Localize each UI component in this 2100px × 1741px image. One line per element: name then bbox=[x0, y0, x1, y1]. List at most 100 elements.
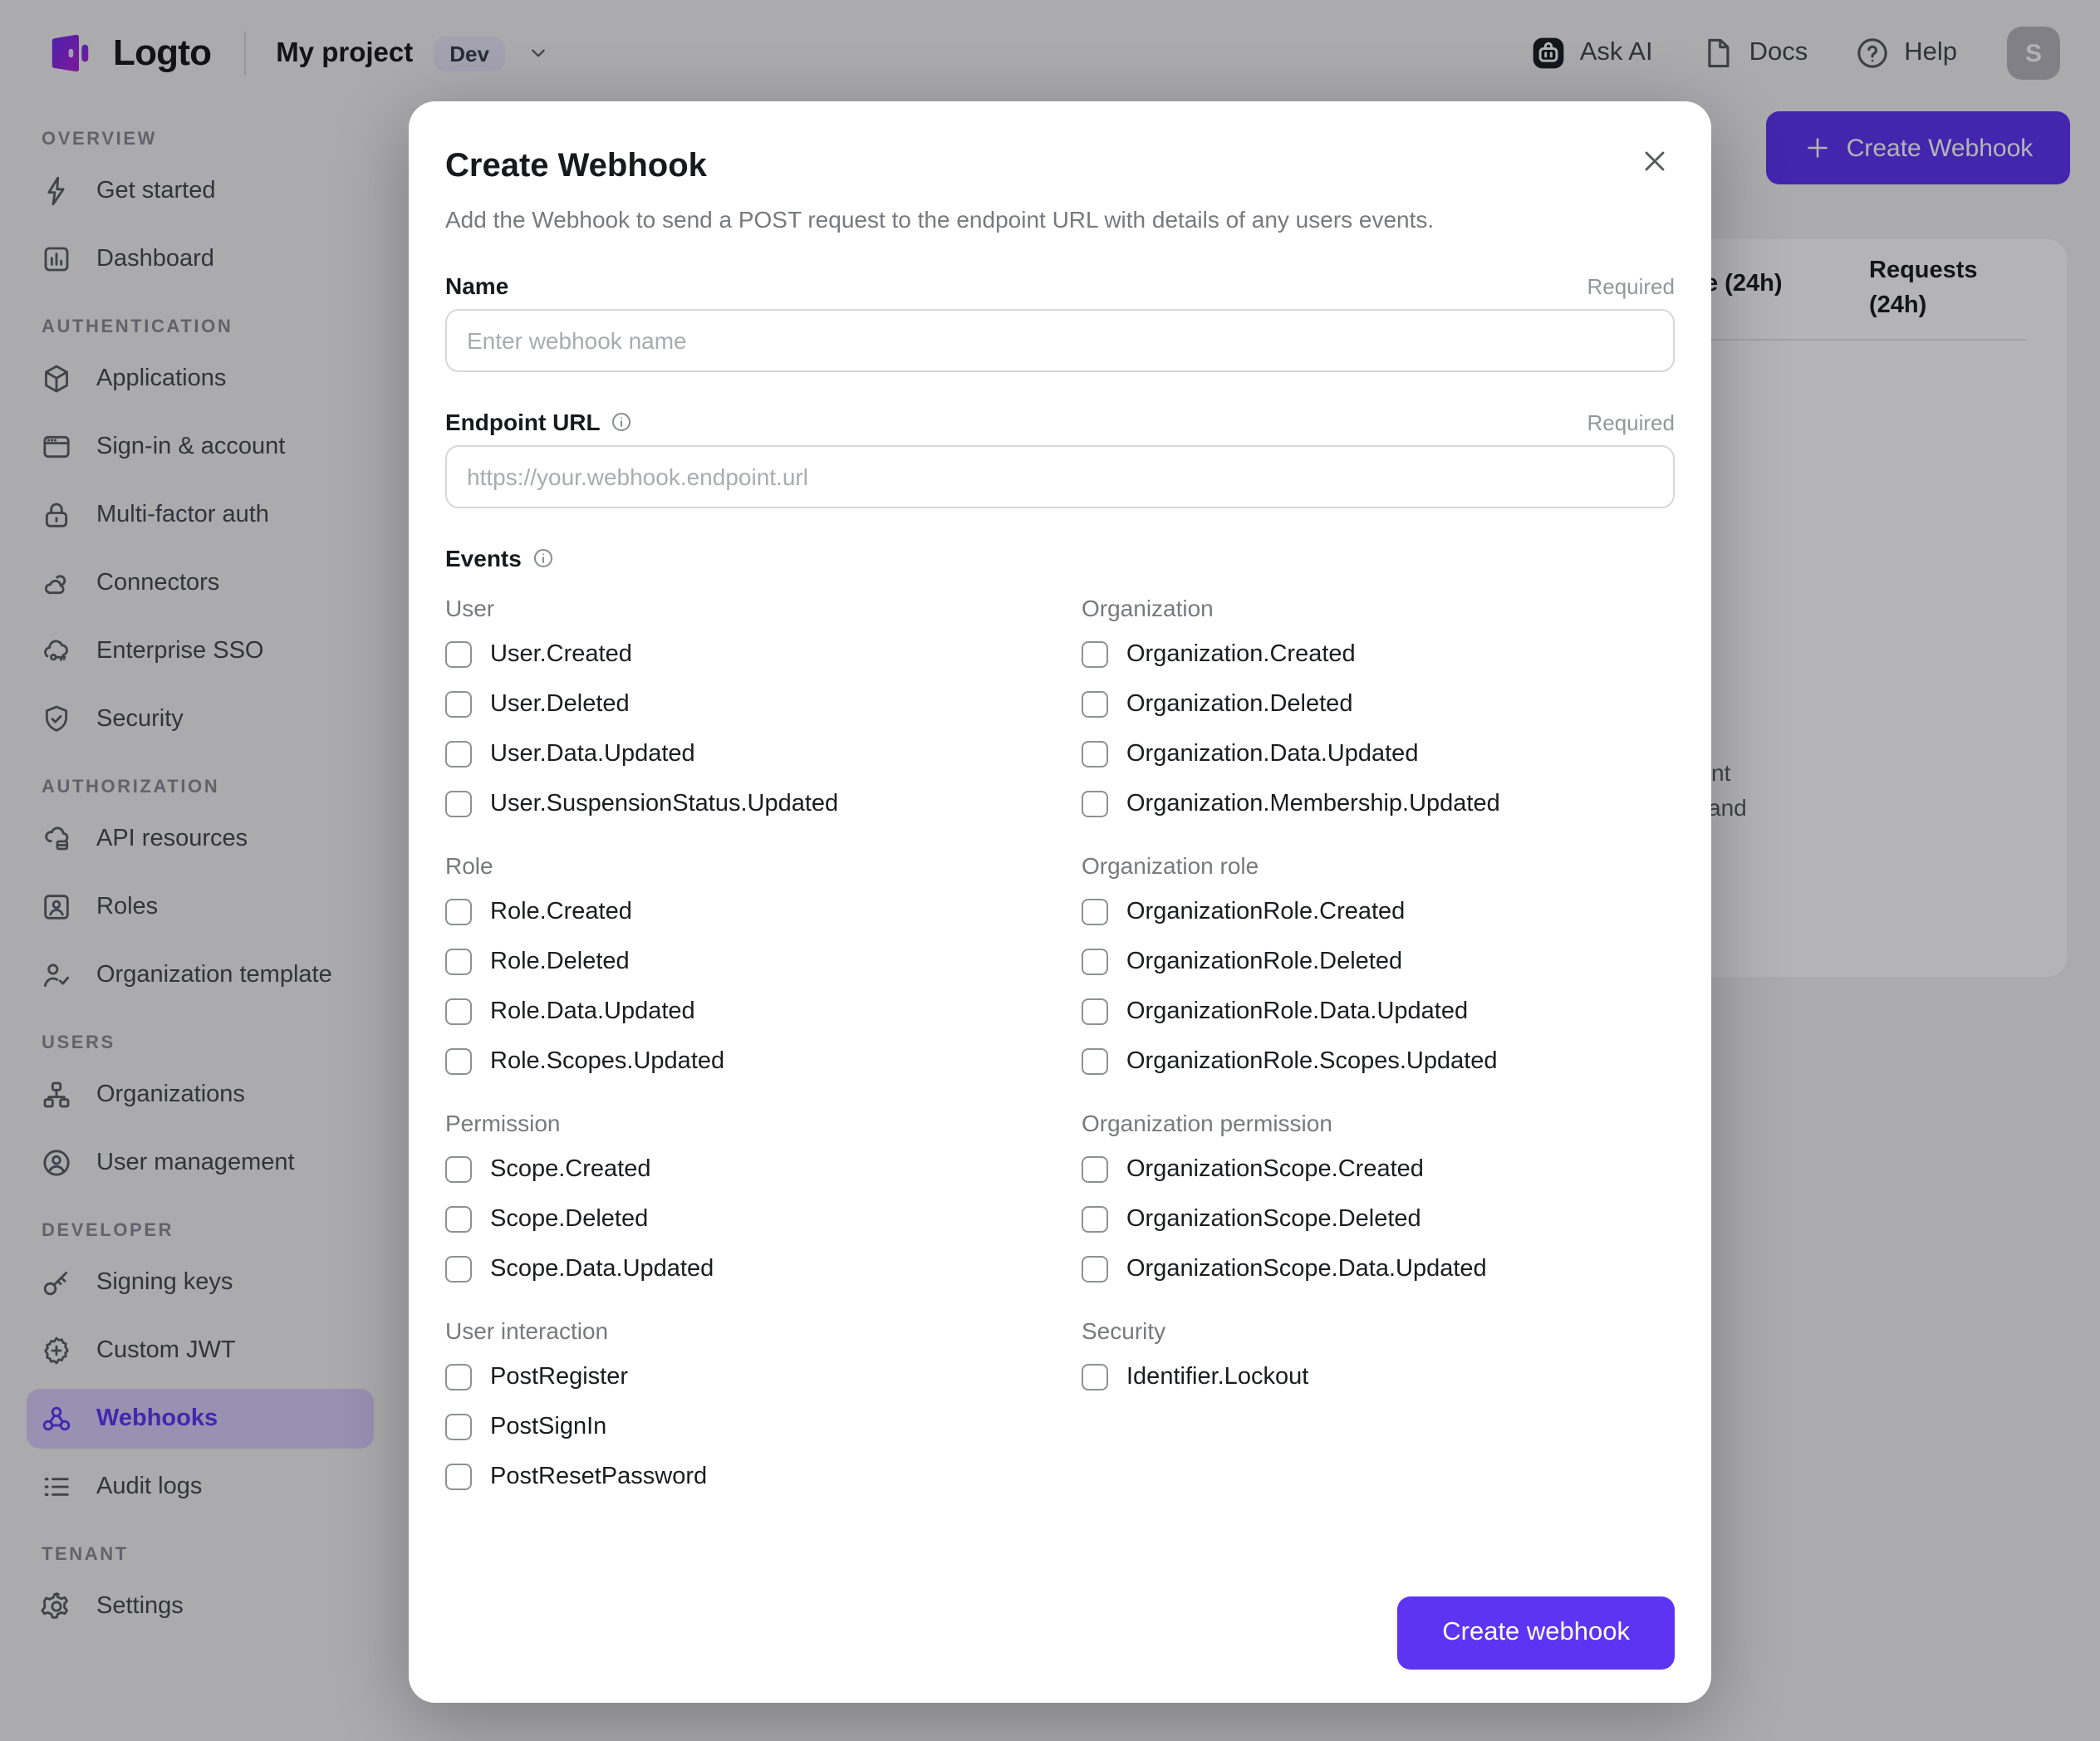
sidebar-item-custom-jwt[interactable]: Custom JWT bbox=[27, 1321, 374, 1381]
event-option-user-deleted[interactable]: User.Deleted bbox=[445, 679, 1038, 729]
checkbox-role-deleted[interactable] bbox=[445, 949, 472, 975]
event-option-organization-data-updated[interactable]: Organization.Data.Updated bbox=[1082, 729, 1675, 779]
checkbox-organization-created[interactable] bbox=[1082, 641, 1108, 668]
sidebar-item-label: Custom JWT bbox=[96, 1337, 236, 1364]
endpoint-field-label: Endpoint URL bbox=[445, 409, 634, 435]
event-option-role-scopes-updated[interactable]: Role.Scopes.Updated bbox=[445, 1037, 1038, 1086]
checkbox-role-scopes-updated[interactable] bbox=[445, 1048, 472, 1075]
sidebar-item-label: Organizations bbox=[96, 1081, 245, 1108]
sidebar-item-applications[interactable]: Applications bbox=[27, 349, 374, 409]
sidebar-section-label-authentication: AUTHENTICATION bbox=[42, 317, 233, 337]
event-option-label: Role.Created bbox=[490, 899, 632, 925]
sidebar-item-dashboard[interactable]: Dashboard bbox=[27, 229, 374, 289]
event-option-organizationrole-deleted[interactable]: OrganizationRole.Deleted bbox=[1082, 937, 1675, 987]
event-option-user-suspensionstatus-updated[interactable]: User.SuspensionStatus.Updated bbox=[445, 779, 1038, 829]
api-cloud-icon bbox=[40, 822, 73, 856]
checkbox-organization-deleted[interactable] bbox=[1082, 691, 1108, 718]
checkbox-organization-membership-updated[interactable] bbox=[1082, 791, 1108, 817]
event-option-postresetpassword[interactable]: PostResetPassword bbox=[445, 1452, 1038, 1502]
event-option-user-data-updated[interactable]: User.Data.Updated bbox=[445, 729, 1038, 779]
sidebar-item-signing-keys[interactable]: Signing keys bbox=[27, 1253, 374, 1312]
sidebar-item-security[interactable]: Security bbox=[27, 689, 374, 749]
event-option-label: Organization.Deleted bbox=[1126, 691, 1353, 718]
project-name[interactable]: My project bbox=[276, 37, 414, 67]
event-option-scope-data-updated[interactable]: Scope.Data.Updated bbox=[445, 1244, 1038, 1294]
sidebar-item-webhooks[interactable]: Webhooks bbox=[27, 1389, 374, 1449]
event-group-label: Organization role bbox=[1082, 852, 1259, 879]
dashboard-icon bbox=[40, 243, 73, 276]
event-option-organizationscope-deleted[interactable]: OrganizationScope.Deleted bbox=[1082, 1194, 1675, 1244]
sidebar-item-roles[interactable]: Roles bbox=[27, 877, 374, 937]
checkbox-scope-data-updated[interactable] bbox=[445, 1256, 472, 1282]
checkbox-organizationrole-deleted[interactable] bbox=[1082, 949, 1108, 975]
event-option-organizationrole-data-updated[interactable]: OrganizationRole.Data.Updated bbox=[1082, 987, 1675, 1037]
docs-button[interactable]: Docs bbox=[1700, 35, 1808, 71]
event-option-scope-created[interactable]: Scope.Created bbox=[445, 1145, 1038, 1194]
checkbox-organizationrole-scopes-updated[interactable] bbox=[1082, 1048, 1108, 1075]
event-option-organizationscope-created[interactable]: OrganizationScope.Created bbox=[1082, 1145, 1675, 1194]
event-option-postsignin[interactable]: PostSignIn bbox=[445, 1402, 1038, 1452]
ask-ai-button[interactable]: Ask AI bbox=[1530, 35, 1653, 71]
topbar-actions: Ask AI Docs Help S bbox=[1530, 27, 2060, 80]
event-group-label: Security bbox=[1082, 1317, 1166, 1344]
checkbox-role-created[interactable] bbox=[445, 899, 472, 925]
chevron-down-icon[interactable] bbox=[526, 40, 552, 66]
checkbox-user-suspensionstatus-updated[interactable] bbox=[445, 791, 472, 817]
avatar[interactable]: S bbox=[2007, 27, 2060, 80]
event-option-organizationrole-created[interactable]: OrganizationRole.Created bbox=[1082, 887, 1675, 937]
sidebar: OVERVIEW Get started Dashboard AUTHENTICATI… bbox=[0, 106, 399, 1741]
checkbox-organizationrole-created[interactable] bbox=[1082, 899, 1108, 925]
checkbox-user-created[interactable] bbox=[445, 641, 472, 668]
event-option-role-deleted[interactable]: Role.Deleted bbox=[445, 937, 1038, 987]
sidebar-item-multi-factor-auth[interactable]: Multi-factor auth bbox=[27, 485, 374, 545]
event-option-role-data-updated[interactable]: Role.Data.Updated bbox=[445, 987, 1038, 1037]
checkbox-user-deleted[interactable] bbox=[445, 691, 472, 718]
sidebar-section-label-tenant: TENANT bbox=[42, 1545, 129, 1565]
checkbox-organizationscope-created[interactable] bbox=[1082, 1156, 1108, 1183]
checkbox-organizationscope-deleted[interactable] bbox=[1082, 1206, 1108, 1233]
checkbox-organization-data-updated[interactable] bbox=[1082, 741, 1108, 768]
event-option-label: Role.Deleted bbox=[490, 949, 630, 975]
checkbox-organizationrole-data-updated[interactable] bbox=[1082, 998, 1108, 1025]
submit-create-webhook-button[interactable]: Create webhook bbox=[1397, 1596, 1675, 1670]
event-option-organizationrole-scopes-updated[interactable]: OrganizationRole.Scopes.Updated bbox=[1082, 1037, 1675, 1086]
close-icon[interactable] bbox=[1638, 145, 1671, 178]
sidebar-item-organization-template[interactable]: Organization template bbox=[27, 945, 374, 1005]
sidebar-item-api-resources[interactable]: API resources bbox=[27, 809, 374, 869]
checkbox-identifier-lockout[interactable] bbox=[1082, 1364, 1108, 1390]
sidebar-item-sign-in-account[interactable]: Sign-in & account bbox=[27, 417, 374, 477]
sidebar-item-user-management[interactable]: User management bbox=[27, 1133, 374, 1193]
env-badge: Dev bbox=[433, 36, 506, 71]
checkbox-scope-created[interactable] bbox=[445, 1156, 472, 1183]
help-button[interactable]: Help bbox=[1854, 35, 1957, 71]
create-webhook-button[interactable]: Create Webhook bbox=[1766, 111, 2070, 184]
sidebar-item-audit-logs[interactable]: Audit logs bbox=[27, 1457, 374, 1517]
checkbox-postsignin[interactable] bbox=[445, 1414, 472, 1440]
event-option-role-created[interactable]: Role.Created bbox=[445, 887, 1038, 937]
sidebar-item-connectors[interactable]: Connectors bbox=[27, 553, 374, 613]
sidebar-item-settings[interactable]: Settings bbox=[27, 1577, 374, 1636]
checkbox-postregister[interactable] bbox=[445, 1364, 472, 1390]
event-group-label: User interaction bbox=[445, 1317, 609, 1344]
event-option-postregister[interactable]: PostRegister bbox=[445, 1352, 1038, 1402]
column-header-requests: Requests (24h) bbox=[1869, 257, 1978, 319]
name-field-label: Name bbox=[445, 272, 509, 299]
event-option-user-created[interactable]: User.Created bbox=[445, 630, 1038, 679]
checkbox-organizationscope-data-updated[interactable] bbox=[1082, 1256, 1108, 1282]
sidebar-item-get-started[interactable]: Get started bbox=[27, 161, 374, 221]
checkbox-role-data-updated[interactable] bbox=[445, 998, 472, 1025]
sidebar-section-label-developer: DEVELOPER bbox=[42, 1221, 174, 1241]
event-option-organizationscope-data-updated[interactable]: OrganizationScope.Data.Updated bbox=[1082, 1244, 1675, 1294]
event-option-scope-deleted[interactable]: Scope.Deleted bbox=[445, 1194, 1038, 1244]
checkbox-user-data-updated[interactable] bbox=[445, 741, 472, 768]
event-option-organization-deleted[interactable]: Organization.Deleted bbox=[1082, 679, 1675, 729]
event-option-organization-membership-updated[interactable]: Organization.Membership.Updated bbox=[1082, 779, 1675, 829]
event-option-identifier-lockout[interactable]: Identifier.Lockout bbox=[1082, 1352, 1675, 1402]
webhook-name-input[interactable] bbox=[445, 309, 1675, 372]
checkbox-postresetpassword[interactable] bbox=[445, 1464, 472, 1490]
sidebar-item-enterprise-sso[interactable]: Enterprise SSO bbox=[27, 621, 374, 681]
sidebar-item-organizations[interactable]: Organizations bbox=[27, 1065, 374, 1125]
checkbox-scope-deleted[interactable] bbox=[445, 1206, 472, 1233]
endpoint-url-input[interactable] bbox=[445, 445, 1675, 508]
event-option-organization-created[interactable]: Organization.Created bbox=[1082, 630, 1675, 679]
